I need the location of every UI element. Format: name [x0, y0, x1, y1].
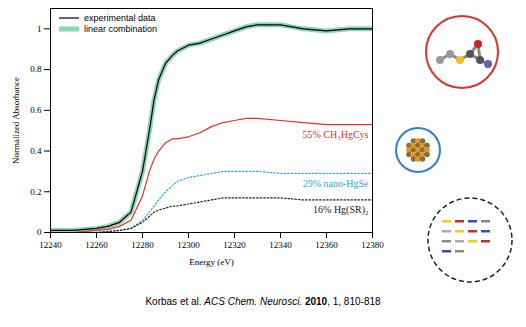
- html-text:linear combination: linear combination: [84, 23, 157, 34]
- svg-text:12260: 12260: [85, 240, 108, 250]
- svg-text:12300: 12300: [177, 240, 200, 250]
- html-text:experimental data: experimental data: [84, 12, 156, 23]
- svg-text:0.2: 0.2: [30, 187, 41, 197]
- svg-text:1: 1: [37, 24, 42, 34]
- svg-text:12240: 12240: [39, 240, 62, 250]
- svg-text:Energy (eV): Energy (eV): [189, 257, 234, 267]
- svg-text:12320: 12320: [223, 240, 246, 250]
- svg-text:0.8: 0.8: [30, 64, 42, 74]
- svg-text:12280: 12280: [131, 240, 154, 250]
- svg-text:Normalized Absorbance: Normalized Absorbance: [11, 77, 21, 164]
- html-text:Korbas et al. ACS Chem. Neuros: Korbas et al. ACS Chem. Neurosci. 2010, …: [145, 296, 381, 307]
- svg-text:12360: 12360: [315, 240, 338, 250]
- svg-text:12340: 12340: [269, 240, 292, 250]
- svg-text:55% CH₃HgCys: 55% CH₃HgCys: [303, 129, 369, 140]
- svg-text:16% Hg(SR)₂: 16% Hg(SR)₂: [313, 204, 368, 216]
- svg-text:0.6: 0.6: [30, 105, 42, 115]
- svg-text:0: 0: [37, 227, 42, 237]
- svg-text:29% nano-HgSe: 29% nano-HgSe: [303, 178, 369, 189]
- svg-text:12380: 12380: [361, 240, 384, 250]
- svg-text:0.4: 0.4: [30, 146, 42, 156]
